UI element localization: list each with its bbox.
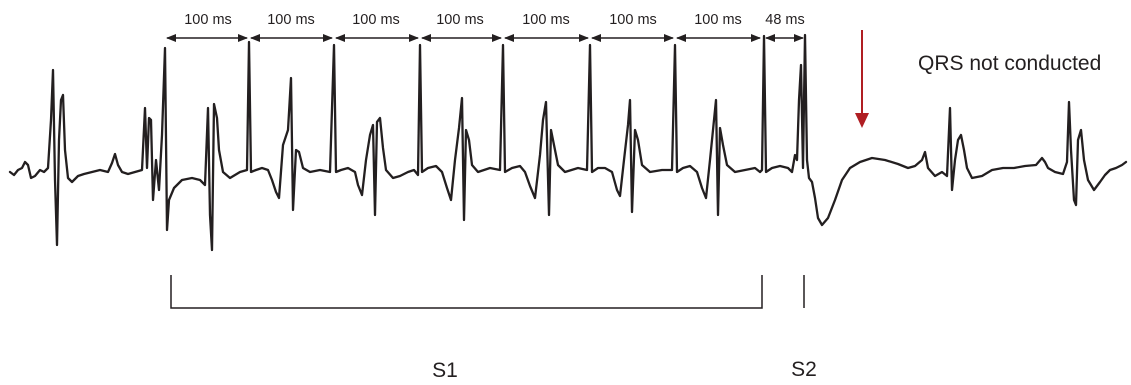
annotation-group: QRS not conducted <box>855 30 1101 128</box>
phase-brackets <box>170 275 805 309</box>
interval-label-4: 100 ms <box>436 12 484 28</box>
s2-label: S2 <box>791 358 817 381</box>
interval-label-6: 100 ms <box>609 12 657 28</box>
s1-bracket <box>170 275 763 309</box>
interval-label-5: 100 ms <box>522 12 570 28</box>
annotation-text: QRS not conducted <box>918 52 1101 75</box>
interval-label-2: 100 ms <box>267 12 315 28</box>
interval-label-7: 100 ms <box>694 12 742 28</box>
ecg-trace <box>8 33 1128 252</box>
s1-label: S1 <box>432 359 458 382</box>
interval-labels: 100 ms 100 ms 100 ms 100 ms 100 ms 100 m… <box>184 12 805 28</box>
interval-label-3: 100 ms <box>352 12 400 28</box>
down-arrow-head-icon <box>855 113 869 128</box>
interval-label-1: 100 ms <box>184 12 232 28</box>
interval-label-8: 48 ms <box>765 12 805 28</box>
